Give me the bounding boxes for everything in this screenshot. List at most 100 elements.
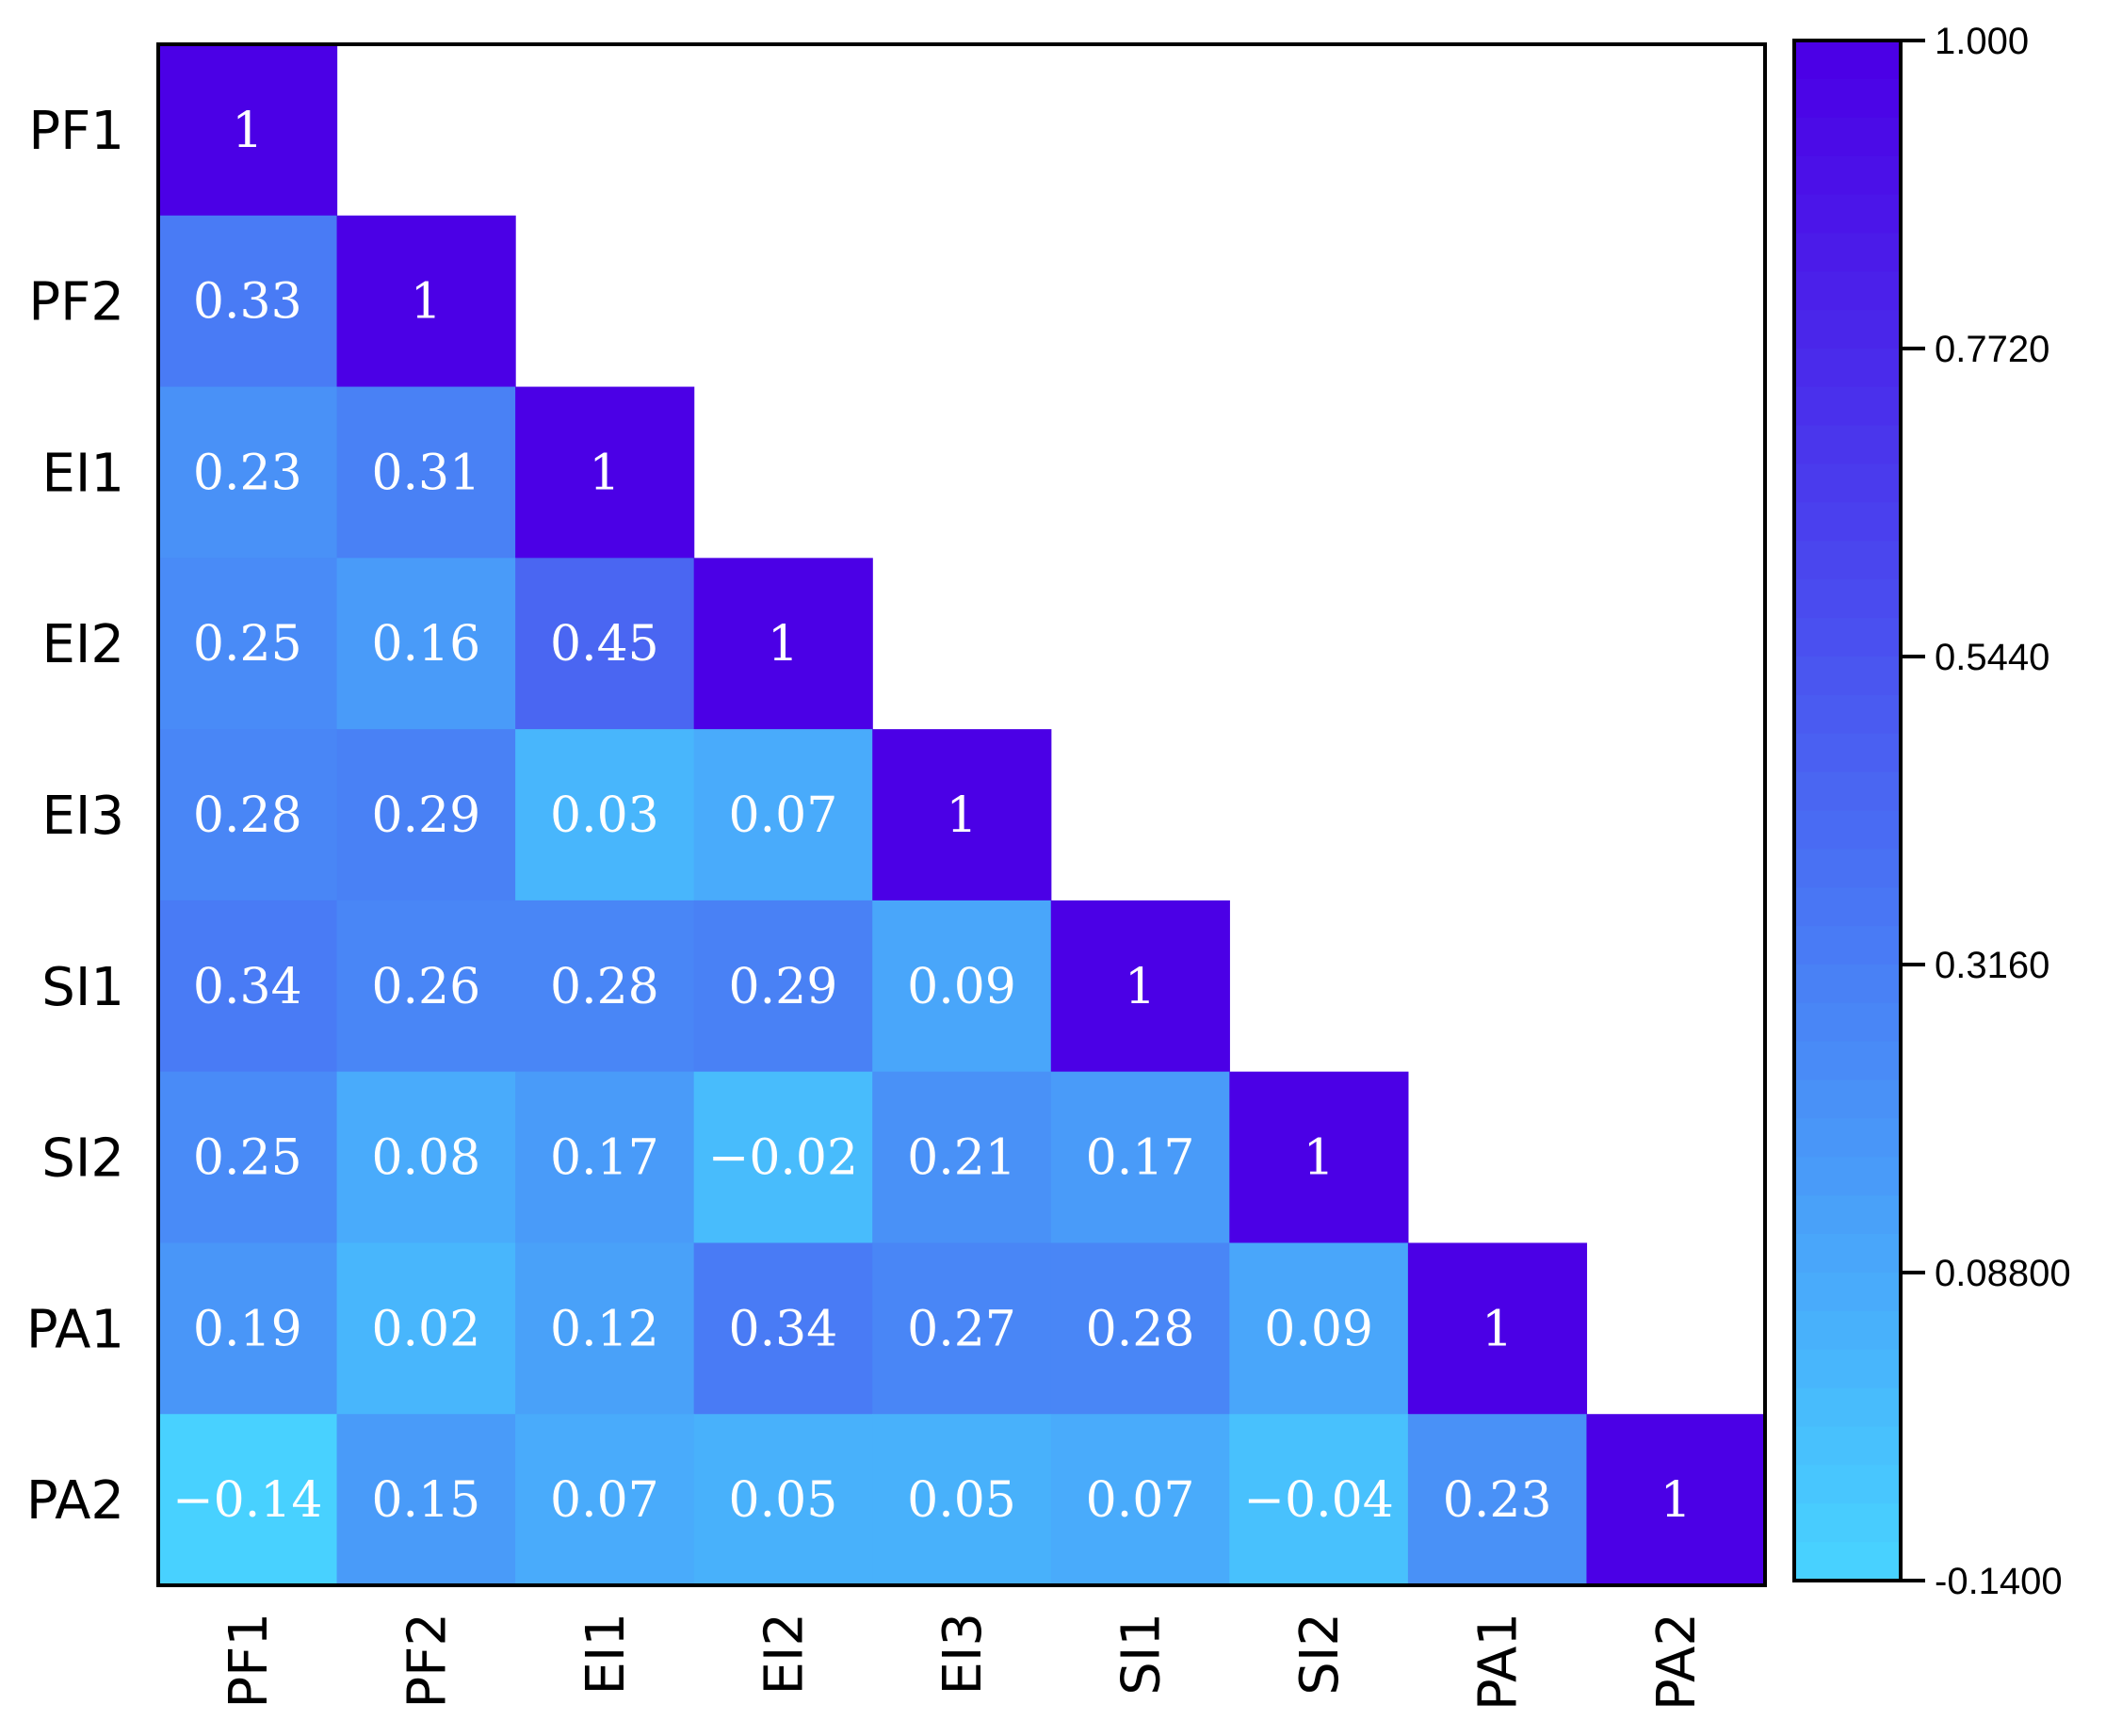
- colorbar-band: [1794, 657, 1901, 696]
- heatmap-cell: [693, 1071, 873, 1244]
- heatmap-cell-labels: 1 0.33 1 0.23 0.31 1 0.25 0.16 0.45 1 0.28 0.29 0.03…: [172, 103, 1692, 1529]
- colorbar-band: [1794, 310, 1901, 349]
- cell-value-label: 0.03: [550, 787, 659, 844]
- heatmap-cell: [336, 386, 516, 559]
- colorbar-band: [1794, 1234, 1901, 1274]
- row-label: PF1: [28, 101, 124, 162]
- colorbar-band: [1794, 849, 1901, 888]
- colorbar-band: [1794, 541, 1901, 580]
- colorbar-band: [1794, 1503, 1901, 1543]
- cell-value-label: 0.25: [193, 1130, 302, 1187]
- column-label: EI3: [932, 1613, 994, 1695]
- colorbar-band: [1794, 1542, 1901, 1582]
- cell-value-label: 0.23: [193, 445, 302, 501]
- cell-value-label: 0.34: [729, 1301, 838, 1357]
- heatmap-cell: [1407, 1242, 1588, 1415]
- heatmap-cell: [872, 900, 1052, 1073]
- heatmap-cell: [693, 1414, 873, 1586]
- colorbar-band: [1794, 887, 1901, 927]
- cell-value-label: 0.28: [193, 787, 302, 844]
- heatmap-cell: [872, 1242, 1052, 1415]
- colorbar-band: [1794, 579, 1901, 619]
- cell-value-label: 0.07: [1086, 1472, 1195, 1529]
- cell-value-label: 0.05: [729, 1472, 838, 1529]
- colorbar-band: [1794, 78, 1901, 119]
- colorbar-band: [1794, 1118, 1901, 1158]
- cell-value-label: 1: [1660, 1472, 1692, 1529]
- colorbar-band: [1794, 194, 1901, 234]
- column-label: EI1: [575, 1613, 637, 1695]
- colorbar-frame: [1792, 39, 1903, 1582]
- cell-value-label: 0.45: [550, 616, 659, 673]
- colorbar-band: [1794, 425, 1901, 465]
- colorbar-band: [1794, 965, 1901, 1004]
- column-label: PA1: [1468, 1613, 1530, 1711]
- colorbar-band: [1794, 1349, 1901, 1389]
- row-label: PA1: [26, 1299, 124, 1360]
- heatmap-cell: [1229, 1071, 1409, 1244]
- heatmap-cell: [158, 1242, 338, 1415]
- colorbar-band: [1794, 733, 1901, 773]
- cell-value-label: −0.14: [172, 1472, 322, 1529]
- cell-value-label: 0.28: [550, 959, 659, 1015]
- cell-value-label: 0.26: [371, 959, 480, 1015]
- heatmap-cell: [158, 215, 338, 388]
- row-label: PA2: [26, 1470, 124, 1532]
- heatmap-cell: [693, 1242, 873, 1415]
- colorbar-ticks: 1.000 0.7720 0.5440 0.3160 0.08800 -0.1400: [1901, 21, 2071, 1602]
- cell-value-label: 0.17: [1086, 1130, 1195, 1187]
- colorbar-tick-label: 0.08800: [1935, 1253, 2071, 1294]
- colorbar-band: [1794, 1079, 1901, 1120]
- heatmap-cell: [158, 1414, 338, 1586]
- cell-value-label: 0.09: [1264, 1301, 1373, 1357]
- column-labels: PF1 PF2 EI1 EI2 EI3 SI1 SI2 PA1 PA2: [219, 1613, 1708, 1711]
- cell-value-label: 0.12: [550, 1301, 659, 1357]
- row-label: PF2: [28, 272, 124, 333]
- colorbar-band: [1794, 926, 1901, 965]
- heatmap-cell: [158, 900, 338, 1073]
- cell-value-label: 0.29: [371, 787, 480, 844]
- heatmap-cells: [158, 44, 1766, 1586]
- cell-value-label: 0.07: [550, 1472, 659, 1529]
- colorbar-band: [1794, 386, 1901, 427]
- colorbar-tick-label: 1.000: [1935, 21, 2029, 62]
- cell-value-label: 1: [946, 787, 977, 844]
- colorbar-tick-label: 0.3160: [1935, 945, 2049, 986]
- heatmap-cell: [515, 900, 695, 1073]
- colorbar-band: [1794, 271, 1901, 311]
- row-label: EI1: [41, 443, 124, 504]
- heatmap-cell: [336, 1414, 516, 1586]
- heatmap-cell: [515, 386, 695, 559]
- colorbar-band: [1794, 1157, 1901, 1196]
- cell-value-label: 0.17: [550, 1130, 659, 1187]
- heatmap-cell: [336, 558, 516, 730]
- cell-value-label: 1: [768, 616, 799, 673]
- cell-value-label: 0.08: [371, 1130, 480, 1187]
- row-label: EI3: [41, 786, 124, 847]
- colorbar-band: [1794, 1041, 1901, 1081]
- colorbar-band: [1794, 502, 1901, 542]
- heatmap-cell: [158, 44, 338, 217]
- cell-value-label: 0.09: [907, 959, 1016, 1015]
- cell-value-label: 1: [1125, 959, 1156, 1015]
- heatmap-cell: [158, 729, 338, 901]
- colorbar-tick-label: 0.5440: [1935, 637, 2049, 678]
- heatmap-cell: [1050, 900, 1230, 1073]
- cell-value-label: 0.07: [729, 787, 838, 844]
- colorbar-band: [1794, 1387, 1901, 1428]
- colorbar-band: [1794, 1273, 1901, 1312]
- cell-value-label: 0.23: [1443, 1472, 1552, 1529]
- column-label: PF2: [397, 1613, 458, 1709]
- colorbar-band: [1794, 771, 1901, 812]
- heatmap-cell: [1050, 1242, 1230, 1415]
- column-label: SI1: [1111, 1613, 1173, 1695]
- column-label: SI2: [1289, 1613, 1351, 1695]
- cell-value-label: 0.31: [371, 445, 480, 501]
- heatmap-cell: [872, 1071, 1052, 1244]
- heatmap-cell: [515, 1071, 695, 1244]
- plot-frame: [156, 42, 1767, 1587]
- row-label: SI2: [41, 1128, 124, 1190]
- colorbar-band: [1794, 463, 1901, 504]
- heatmap-cell: [693, 558, 873, 730]
- cell-value-label: 0.28: [1086, 1301, 1195, 1357]
